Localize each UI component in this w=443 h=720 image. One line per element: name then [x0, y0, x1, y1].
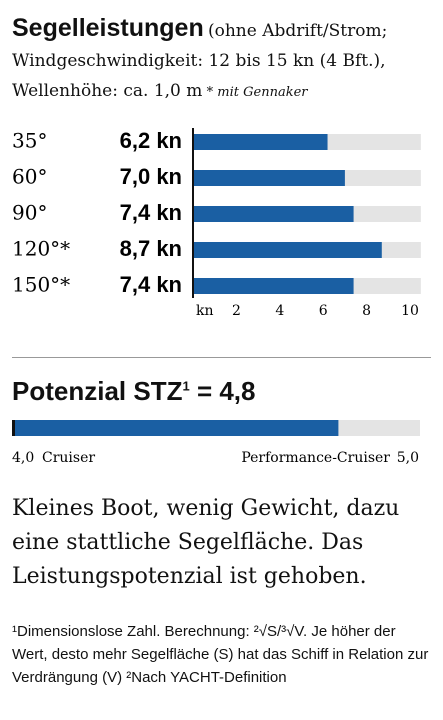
- title-note: 1: [182, 378, 190, 394]
- bar: [193, 170, 345, 186]
- bar: [193, 134, 328, 150]
- separator: [12, 357, 431, 358]
- subtitle: (ohne Abdrift/Strom; Windgeschwindigkeit…: [12, 21, 388, 101]
- bar: [193, 242, 382, 258]
- gauge-title: Potenzial STZ1 = 4,8: [12, 376, 256, 407]
- footnote: ¹Dimensionslose Zahl. Berechnung: ²√S/³√…: [12, 623, 429, 686]
- bar-chart: 35° 6,2 kn 60° 7,0 kn 90° 7,4 kn 120°* 8,7 kn 15…: [12, 128, 421, 319]
- x-tick-label: 6: [319, 303, 328, 319]
- value-label: = 4,8: [196, 376, 256, 406]
- bar: [193, 206, 354, 222]
- x-tick-label: 5,0: [397, 450, 419, 466]
- bar: [12, 420, 339, 436]
- title: Potenzial STZ: [12, 376, 183, 406]
- category-label: 35°: [12, 129, 47, 153]
- chart-title: Segelleistungen: [12, 14, 204, 42]
- x-tick-label: 4: [275, 303, 284, 319]
- value-label: 7,4 kn: [120, 272, 182, 297]
- x-tick-label: 10: [401, 303, 419, 319]
- value-label: 7,4 kn: [120, 200, 182, 225]
- value-label: 8,7 kn: [120, 236, 182, 261]
- category-label: 120°*: [12, 237, 70, 261]
- summary: Kleines Boot, wenig Gewicht, dazu eine s…: [12, 496, 400, 589]
- gauge: 4,0 5,0 Cruiser Performance-Cruiser: [12, 420, 420, 466]
- range-label: Performance-Cruiser: [241, 450, 390, 466]
- note: * mit Gennaker: [206, 85, 308, 100]
- range-label: Cruiser: [42, 450, 95, 466]
- category-label: 150°*: [12, 273, 70, 297]
- x-axis-label: kn: [196, 303, 214, 319]
- x-tick-label: 2: [232, 303, 241, 319]
- bar: [193, 278, 354, 294]
- category-label: 90°: [12, 201, 47, 225]
- x-tick-label: 4,0: [12, 450, 34, 466]
- value-label: 6,2 kn: [120, 128, 182, 153]
- header: Segelleistungen (ohne Abdrift/Strom; Win…: [12, 14, 440, 107]
- category-label: 60°: [12, 165, 47, 189]
- x-tick-label: 8: [362, 303, 371, 319]
- start-mark: [12, 420, 15, 436]
- value-label: 7,0 kn: [120, 164, 182, 189]
